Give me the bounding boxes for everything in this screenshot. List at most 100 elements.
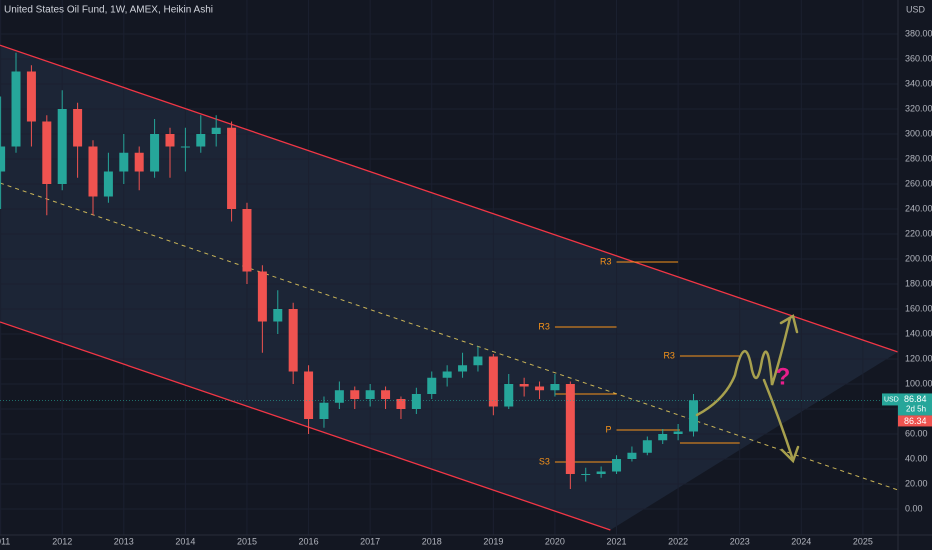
candle-body — [642, 440, 652, 453]
chart-title: United States Oil Fund, 1W, AMEX, Heikin… — [4, 5, 213, 16]
candle-body — [581, 474, 591, 475]
y-tick-label: 140.00 — [905, 328, 932, 338]
x-tick-label: 2023 — [730, 536, 750, 546]
currency-label: USD — [884, 396, 899, 403]
x-tick-label: 2016 — [299, 536, 319, 546]
prev-price-label: 86.34 — [904, 416, 927, 426]
candle-body — [196, 134, 206, 147]
candle-body — [519, 384, 529, 387]
candle-body — [658, 434, 668, 441]
y-tick-label: 280.00 — [905, 153, 932, 163]
x-tick-label: 2017 — [360, 536, 380, 546]
candle-body — [119, 152, 129, 172]
candle-body — [381, 390, 391, 399]
y-tick-label: 340.00 — [905, 78, 932, 88]
x-tick-label: 2021 — [607, 536, 627, 546]
candle-body — [257, 271, 267, 322]
x-tick-label: 2013 — [114, 536, 134, 546]
y-tick-label: 100.00 — [905, 378, 932, 388]
y-tick-label: 300.00 — [905, 128, 932, 138]
candle-body — [273, 309, 283, 322]
y-tick-label: 0.00 — [905, 503, 923, 513]
candle-body — [26, 71, 36, 122]
y-tick-label: 160.00 — [905, 303, 932, 313]
candle-body — [304, 371, 314, 419]
y-tick-label: 360.00 — [905, 53, 932, 63]
y-tick-label: 380.00 — [905, 28, 932, 38]
pivot-label: P — [606, 424, 612, 434]
candle-body — [689, 400, 699, 432]
x-tick-label: 2014 — [175, 536, 195, 546]
candle-body — [365, 390, 375, 399]
x-tick-label: 2020 — [545, 536, 565, 546]
candle-body — [612, 459, 622, 472]
candle-body — [180, 146, 190, 148]
candle-body — [288, 309, 298, 372]
candle-body — [411, 394, 421, 409]
y-tick-label: 200.00 — [905, 253, 932, 263]
last-price-label: 86.84 — [904, 394, 927, 404]
x-tick-label: 2019 — [483, 536, 503, 546]
channel-line — [0, 44, 898, 353]
candle-body — [504, 384, 514, 407]
candle-body — [242, 209, 252, 272]
x-tick-label: 2024 — [791, 536, 811, 546]
candle-body — [535, 386, 545, 391]
channel-line — [0, 321, 611, 531]
pivot-label: R3 — [538, 321, 550, 331]
y-tick-label: 320.00 — [905, 103, 932, 113]
candle-body — [550, 384, 560, 391]
candle-body — [319, 402, 329, 419]
candle-body — [165, 134, 175, 147]
candle-body — [565, 384, 575, 474]
candle-body — [458, 365, 468, 372]
candle-body — [488, 356, 498, 407]
candle-body — [103, 171, 113, 197]
candle-body — [596, 471, 606, 474]
candle-body — [42, 121, 52, 184]
x-tick-label: 2018 — [422, 536, 442, 546]
pivot-label: R3 — [663, 350, 675, 360]
candle-body — [673, 431, 683, 434]
last-price-box — [898, 393, 932, 416]
axis-currency: USD — [906, 4, 926, 14]
candle-body — [427, 377, 437, 394]
y-tick-label: 20.00 — [905, 478, 928, 488]
countdown-label: 2d 5h — [906, 405, 926, 414]
y-tick-label: 60.00 — [905, 428, 928, 438]
candle-body — [0, 146, 6, 172]
candle-body — [88, 146, 98, 197]
candle-body — [134, 152, 144, 172]
candle-body — [57, 109, 67, 184]
x-tick-label: 2025 — [853, 536, 873, 546]
channel-line — [0, 182, 898, 491]
candle-body — [150, 134, 160, 172]
candle-body — [11, 71, 21, 147]
projection-arrows — [695, 314, 800, 464]
pivot-label: S3 — [539, 456, 550, 466]
candle-body — [442, 371, 452, 378]
y-tick-label: 260.00 — [905, 178, 932, 188]
candle-body — [334, 390, 344, 403]
candle-body — [350, 390, 360, 399]
candle-body — [473, 356, 483, 366]
candle-body — [627, 452, 637, 459]
candle-body — [227, 127, 237, 209]
y-tick-label: 40.00 — [905, 453, 928, 463]
candle-body — [211, 127, 221, 134]
x-tick-label: 2022 — [668, 536, 688, 546]
x-tick-label: 2011 — [0, 536, 10, 546]
candle-body — [396, 399, 406, 409]
candle-body — [73, 109, 83, 147]
y-tick-label: 220.00 — [905, 228, 932, 238]
currency-box — [882, 393, 898, 406]
prev-price-box — [898, 415, 932, 427]
y-tick-label: 240.00 — [905, 203, 932, 213]
pivot-label: R3 — [600, 256, 612, 266]
question-mark: ? — [776, 363, 791, 390]
y-tick-label: 120.00 — [905, 353, 932, 363]
y-tick-label: 180.00 — [905, 278, 932, 288]
x-tick-label: 2012 — [52, 536, 72, 546]
x-tick-label: 2015 — [237, 536, 257, 546]
